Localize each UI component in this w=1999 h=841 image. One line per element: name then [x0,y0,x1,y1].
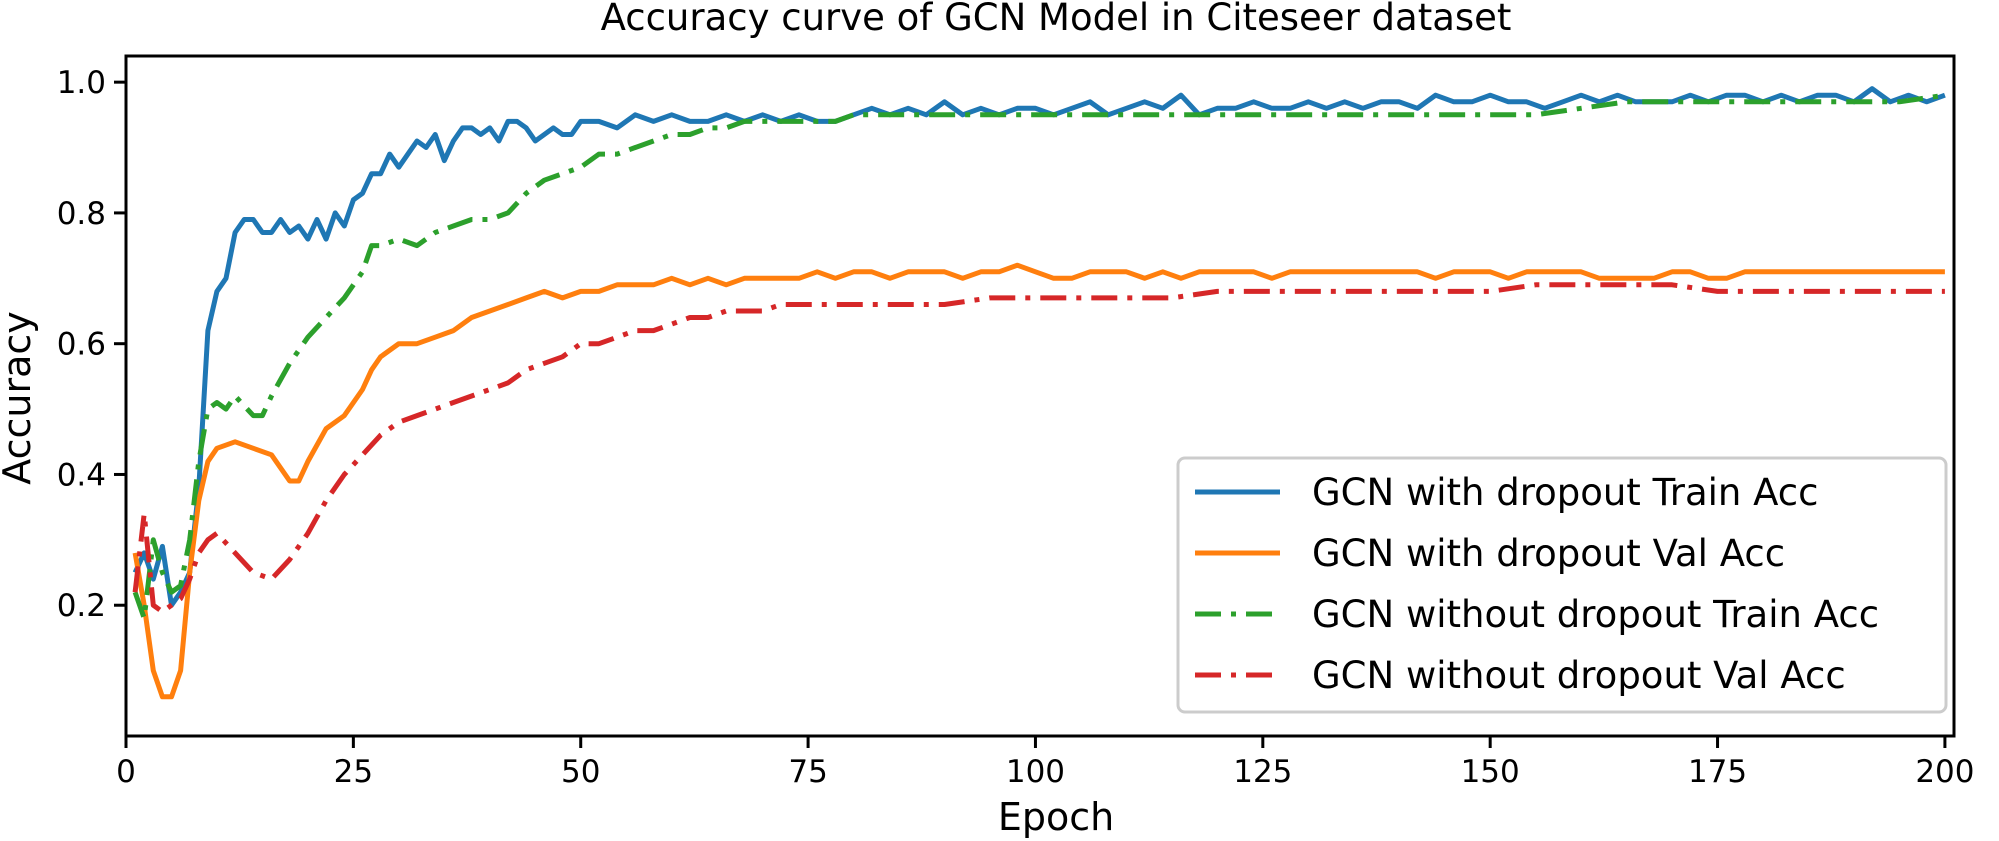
legend: GCN with dropout Train Acc GCN with dropo… [1176,456,1948,714]
y-tick-label: 0.8 [57,196,106,232]
chart-title: Accuracy curve of GCN Model in Citeseer … [601,0,1512,39]
legend-label: GCN with dropout Val Acc [1312,532,1785,575]
x-axis: 0 25 50 75 100 125 150 175 200 [116,736,1974,790]
y-axis-label: Accuracy [0,311,39,485]
legend-label: GCN without dropout Train Acc [1312,593,1879,636]
x-tick-label: 0 [116,754,136,790]
legend-label: GCN with dropout Train Acc [1312,471,1818,514]
legend-label: GCN without dropout Val Acc [1312,654,1846,697]
y-tick-label: 0.4 [57,457,106,493]
plot-frame [124,54,1956,738]
y-axis: 0.2 0.4 0.6 0.8 1.0 [57,65,126,624]
x-tick-label: 200 [1915,754,1974,790]
x-tick-label: 150 [1461,754,1520,790]
x-tick-label: 100 [1006,754,1065,790]
x-tick-label: 175 [1688,754,1747,790]
series-line-2 [132,262,1945,700]
y-tick-label: 0.6 [57,327,106,363]
y-tick-label: 1.0 [57,65,106,101]
x-tick-label: 25 [334,754,373,790]
x-axis-label: Epoch [998,795,1114,839]
x-tick-label: 50 [561,754,600,790]
series-line-3 [132,92,1946,621]
y-tick-label: 0.2 [57,588,106,624]
legend-box [1176,456,1948,714]
x-tick-label: 125 [1233,754,1292,790]
plot-area [132,86,1946,700]
x-tick-label: 75 [788,754,827,790]
